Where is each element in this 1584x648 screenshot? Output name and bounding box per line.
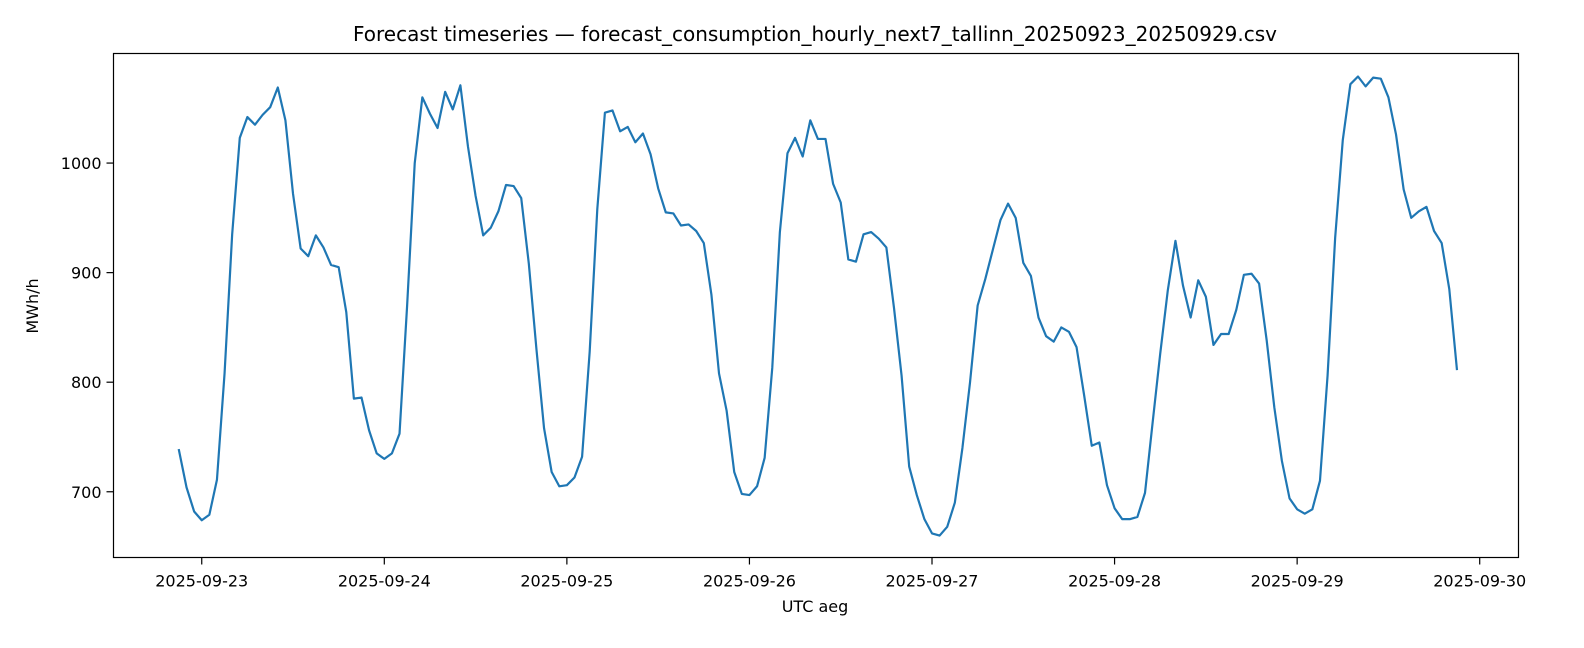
x-axis-label: UTC aeg — [782, 597, 849, 616]
y-tick-label: 900 — [71, 264, 102, 283]
x-tick-label: 2025-09-26 — [703, 572, 796, 591]
x-tick-label: 2025-09-29 — [1251, 572, 1344, 591]
y-tick-label: 1000 — [61, 154, 102, 173]
x-tick-label: 2025-09-28 — [1068, 572, 1161, 591]
series-line-0 — [177, 75, 1459, 537]
chart-title: Forecast timeseries — forecast_consumpti… — [353, 22, 1277, 46]
x-tick-label: 2025-09-30 — [1433, 572, 1526, 591]
x-tick-label: 2025-09-25 — [520, 572, 613, 591]
x-tick-label: 2025-09-23 — [155, 572, 248, 591]
y-tick-label: 700 — [71, 483, 102, 502]
plot-area — [177, 75, 1459, 537]
y-axis-label: MWh/h — [23, 278, 42, 333]
x-tick-label: 2025-09-24 — [338, 572, 431, 591]
x-axis: 2025-09-23 2025-09-24 2025-09-25 2025-09-26… — [155, 557, 1526, 591]
x-tick-label: 2025-09-27 — [886, 572, 979, 591]
y-tick-label: 800 — [71, 373, 102, 392]
plot-frame — [112, 52, 1520, 559]
y-axis: 700 800 900 1000 — [61, 154, 114, 502]
